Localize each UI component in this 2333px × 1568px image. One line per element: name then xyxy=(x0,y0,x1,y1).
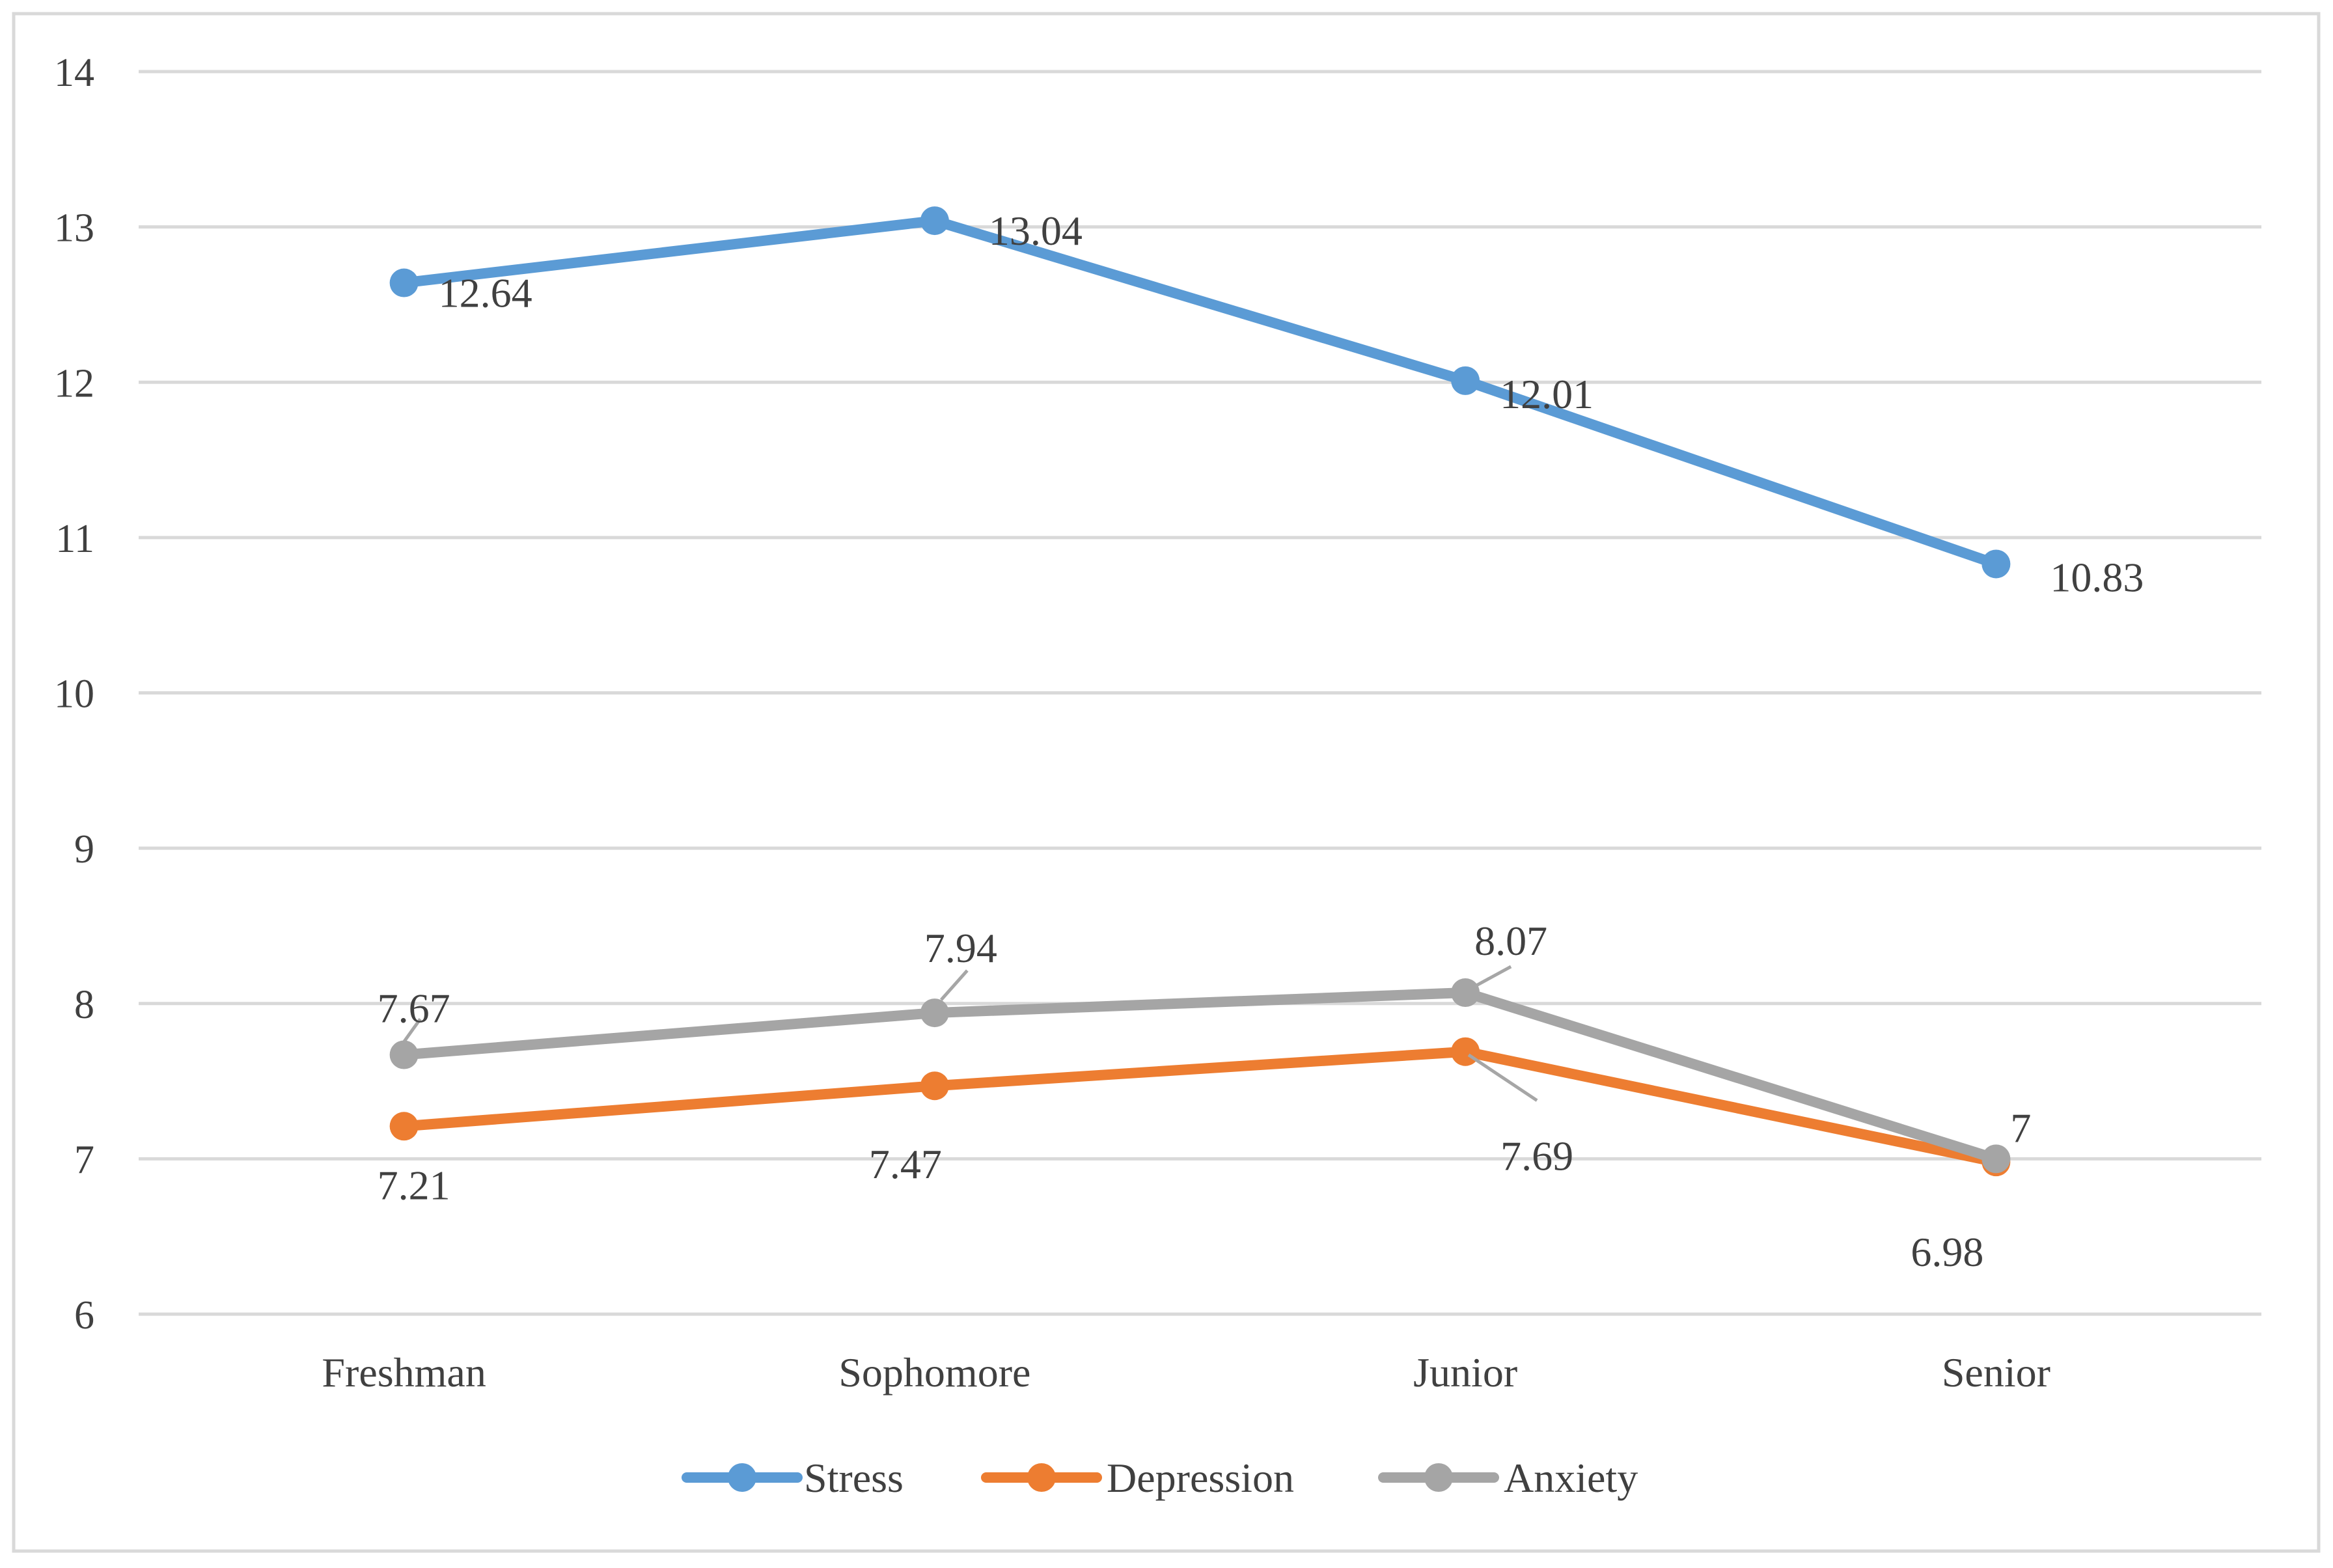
y-tick-label: 7 xyxy=(74,1138,94,1182)
data-label-stress: 10.83 xyxy=(2050,554,2144,600)
x-tick-label: Senior xyxy=(1942,1349,2050,1396)
y-tick-label: 13 xyxy=(54,206,94,251)
data-point-depression xyxy=(920,1071,949,1101)
data-label-anxiety: 8.07 xyxy=(1474,918,1547,964)
series-line-stress xyxy=(398,215,2002,570)
series-anxiety xyxy=(389,978,2011,1174)
x-tick-label: Junior xyxy=(1413,1349,1517,1396)
y-tick-label: 6 xyxy=(74,1293,94,1338)
x-tick-label: Freshman xyxy=(322,1349,486,1396)
data-label-depression: 7.47 xyxy=(869,1141,942,1187)
y-tick-label: 12 xyxy=(54,361,94,406)
chart-border xyxy=(12,12,2321,1553)
y-axis: 6 7 8 9 10 11 12 13 14 xyxy=(54,51,94,1338)
data-point-depression xyxy=(389,1112,419,1141)
leader-line xyxy=(1474,965,1512,988)
x-tick-label: Sophomore xyxy=(838,1349,1030,1396)
series-stress xyxy=(389,206,2011,579)
data-label-anxiety: 7 xyxy=(2010,1105,2031,1151)
legend-item-depression: Depression xyxy=(981,1455,1294,1501)
data-label-anxiety: 7.67 xyxy=(378,985,450,1031)
leader-line xyxy=(1467,1053,1538,1102)
data-label-depression: 6.98 xyxy=(1911,1229,1983,1275)
legend-swatch-marker xyxy=(1424,1463,1453,1492)
legend-label: Anxiety xyxy=(1504,1455,1638,1501)
data-label-anxiety: 7.94 xyxy=(924,925,997,971)
data-point-stress xyxy=(1981,549,2011,579)
y-tick-label: 14 xyxy=(54,51,94,95)
legend-label: Stress xyxy=(804,1455,904,1501)
data-label-depression: 7.69 xyxy=(1500,1133,1573,1179)
grid-lines xyxy=(139,70,2261,1316)
data-point-depression xyxy=(1451,1037,1480,1066)
data-label-stress: 13.04 xyxy=(989,208,1083,254)
data-labels: 12.64 13.04 12.01 10.83 7.21 7.47 7.69 6.98 7.67… xyxy=(378,208,2144,1275)
label-leader-lines xyxy=(402,965,1538,1102)
y-tick-label: 11 xyxy=(55,517,94,561)
legend-swatch-marker xyxy=(728,1463,756,1492)
x-axis: Freshman Sophomore Junior Senior xyxy=(322,1349,2050,1396)
data-point-anxiety xyxy=(920,998,949,1028)
data-point-stress xyxy=(389,268,419,297)
legend-swatch-marker xyxy=(1027,1463,1056,1492)
data-point-anxiety xyxy=(389,1040,419,1069)
data-point-anxiety xyxy=(1451,978,1480,1008)
series-lines xyxy=(389,206,2011,1177)
y-tick-label: 10 xyxy=(54,672,94,717)
leader-line xyxy=(402,1018,422,1043)
data-label-depression: 7.21 xyxy=(378,1162,450,1208)
legend: Stress Depression Anxiety xyxy=(682,1455,1638,1501)
y-tick-label: 9 xyxy=(74,827,94,872)
y-tick-label: 8 xyxy=(74,983,94,1027)
series-line-anxiety xyxy=(398,987,2002,1164)
series-line-depression xyxy=(398,1046,2002,1168)
data-label-stress: 12.64 xyxy=(439,270,532,316)
data-point-anxiety xyxy=(1981,1144,2011,1174)
leader-line xyxy=(940,969,969,1001)
legend-item-anxiety: Anxiety xyxy=(1378,1455,1638,1501)
legend-item-stress: Stress xyxy=(682,1455,904,1501)
data-point-stress xyxy=(920,206,949,236)
data-label-stress: 12.01 xyxy=(1500,371,1594,417)
legend-label: Depression xyxy=(1107,1455,1294,1501)
data-point-stress xyxy=(1451,366,1480,395)
